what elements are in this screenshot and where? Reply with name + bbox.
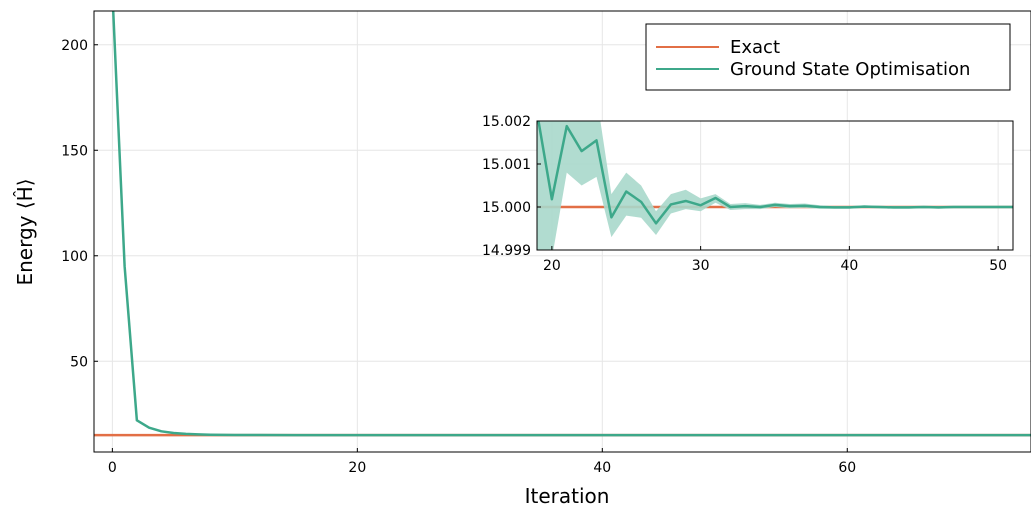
main-x-tick-label: 40 bbox=[593, 460, 611, 476]
inset-x-tick-label: 50 bbox=[989, 258, 1007, 274]
inset-ticks: 20 30 40 50 14.999 15.000 15.001 15.002 bbox=[482, 114, 1007, 274]
main-y-tick-label: 100 bbox=[61, 249, 88, 265]
legend-box bbox=[645, 23, 1011, 91]
main-plot-frame bbox=[93, 10, 1031, 453]
main-ticks: 0 20 40 60 50 100 150 200 bbox=[61, 38, 856, 476]
inset-plot-frame bbox=[536, 120, 1014, 251]
main-x-tick-label: 60 bbox=[838, 460, 856, 476]
main-ground-state-optimisation-line bbox=[111, 11, 1031, 437]
inset-ground-state-optimisation-line bbox=[537, 121, 1013, 225]
main-y-tick-label: 200 bbox=[61, 38, 88, 54]
inset-x-tick-label: 20 bbox=[543, 258, 561, 274]
inset-x-tick-label: 40 bbox=[840, 258, 858, 274]
main-x-tick-label: 20 bbox=[348, 460, 366, 476]
inset-y-tick-label: 14.999 bbox=[482, 243, 531, 259]
inset-y-tick-label: 15.000 bbox=[482, 200, 531, 216]
inset-ground-state-optimisation-band bbox=[537, 121, 1013, 250]
main-y-tick-label: 50 bbox=[70, 354, 88, 370]
main-x-tick-label: 0 bbox=[108, 460, 117, 476]
inset-series bbox=[537, 121, 1013, 250]
inset-y-tick-label: 15.001 bbox=[482, 157, 531, 173]
inset-plot: 20 30 40 50 14.999 15.000 15.001 15.002 bbox=[482, 114, 1014, 274]
inset-x-tick-label: 30 bbox=[692, 258, 710, 274]
inset-y-tick-label: 15.002 bbox=[482, 114, 531, 130]
legend-label-exact: Exact bbox=[730, 37, 780, 58]
y-axis-label: Energy ⟨Ĥ⟩ bbox=[13, 178, 37, 285]
main-series bbox=[94, 11, 1031, 437]
x-axis-label: Iteration bbox=[525, 484, 610, 505]
legend: Exact Ground State Optimisation bbox=[645, 23, 1011, 91]
main-y-tick-label: 150 bbox=[61, 143, 88, 159]
legend-label-optimisation: Ground State Optimisation bbox=[730, 59, 970, 80]
